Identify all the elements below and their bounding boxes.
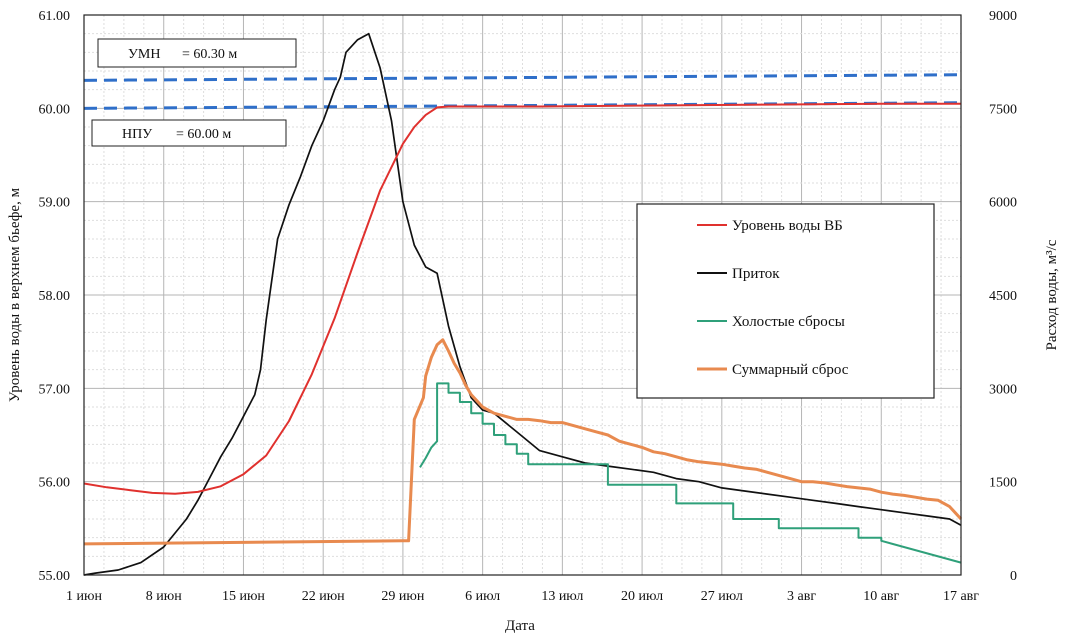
legend: Уровень воды ВБ Приток Холостые сбросы Сумм… — [636, 203, 935, 399]
plot-frame — [83, 14, 962, 576]
x-tick-label: 29 июн — [381, 589, 424, 604]
x-tick-label: 6 июл — [465, 589, 500, 604]
y-right-axis-title: Расход воды, м³/с — [1044, 239, 1060, 350]
x-tick-label: 17 авг — [943, 589, 979, 604]
y-right-tick-label: 9000 — [989, 9, 1017, 24]
y-right-tick-label: 4500 — [989, 289, 1017, 304]
series-line — [83, 102, 961, 495]
y-left-tick-label: 58.00 — [39, 289, 71, 304]
series-line — [83, 32, 962, 576]
legend-label: Суммарный сброс — [732, 362, 849, 378]
y-left-tick-label: 59.00 — [39, 196, 71, 211]
x-tick-label: 20 июл — [621, 589, 663, 604]
legend-label: Холостые сбросы — [732, 314, 845, 330]
x-tick-label: 15 июн — [222, 589, 265, 604]
umn-label-box: УМН = 60.30 м — [97, 38, 297, 68]
x-axis-title: Дата — [505, 618, 535, 634]
series-line — [419, 382, 962, 564]
legend-label: Приток — [732, 266, 780, 282]
umn-label-value: = 60.30 м — [182, 47, 237, 62]
npu-label-value: = 60.00 м — [176, 127, 231, 142]
y-right-tick-label: 1500 — [989, 476, 1017, 491]
x-tick-label: 1 июн — [66, 589, 102, 604]
x-tick-label: 8 июн — [146, 589, 182, 604]
y-left-tick-label: 61.00 — [39, 9, 71, 24]
x-tick-label: 22 июн — [302, 589, 345, 604]
series-line — [83, 338, 963, 546]
reference-line — [83, 73, 962, 82]
y-right-tick-label: 0 — [1010, 569, 1017, 584]
y-left-tick-label: 56.00 — [39, 476, 71, 491]
x-tick-label: 10 авг — [863, 589, 899, 604]
y-left-tick-label: 60.00 — [39, 102, 71, 117]
y-left-axis-title: Уровень воды в верхнем бьефе, м — [7, 187, 23, 402]
x-tick-label: 13 июл — [541, 589, 583, 604]
y-left-tick-label: 55.00 — [39, 569, 71, 584]
y-right-tick-label: 3000 — [989, 382, 1017, 397]
legend-box — [636, 203, 935, 399]
y-right-tick-label: 7500 — [989, 102, 1017, 117]
legend-items: Уровень воды ВБ Приток Холостые сбросы Сумм… — [697, 218, 849, 378]
x-tick-label: 27 июл — [701, 589, 743, 604]
y-left-tick-label: 57.00 — [39, 382, 71, 397]
y-right-tick-label: 6000 — [989, 196, 1017, 211]
x-tick-label: 3 авг — [787, 589, 816, 604]
umn-label-name: УМН — [128, 47, 160, 62]
tick-labels: 1 июн 8 июн 15 июн 22 июн 29 июн 6 июл 13 июл 2… — [39, 9, 1018, 604]
series-layer — [83, 32, 963, 576]
npu-label-box: НПУ = 60.00 м — [91, 119, 287, 147]
npu-label-name: НПУ — [122, 127, 152, 142]
legend-label: Уровень воды ВБ — [732, 218, 843, 234]
